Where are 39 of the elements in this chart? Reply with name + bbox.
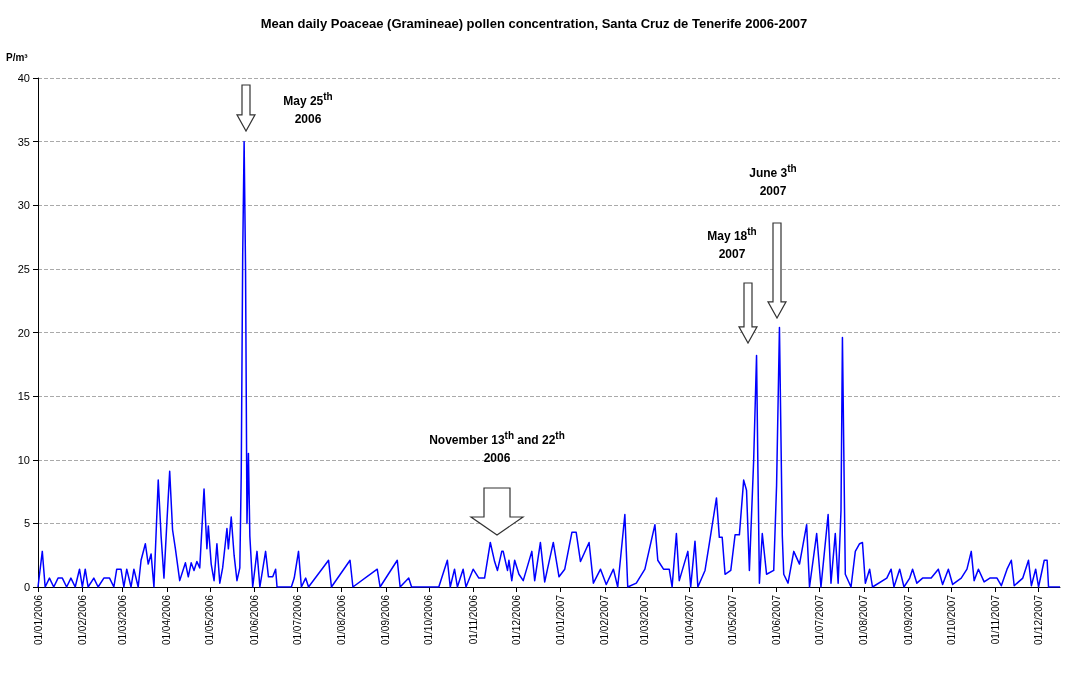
y-tick-label: 35 xyxy=(17,135,30,148)
x-tick-label: 01/03/2007 xyxy=(639,594,651,646)
y-tick-label: 5 xyxy=(23,517,30,530)
x-tick-label: 01/11/2006 xyxy=(467,594,479,645)
x-tick-label: 01/12/2006 xyxy=(510,594,522,646)
annotation: May 18$^{th}$ 2007 xyxy=(707,225,757,263)
x-tick-label: 01/10/2006 xyxy=(423,594,435,646)
x-tick-label: 01/09/2006 xyxy=(380,594,392,646)
x-tick-label: 01/06/2006 xyxy=(248,594,260,646)
annotation: May 25$^{th}$ 2006 xyxy=(283,90,333,128)
x-tick-label: 01/04/2007 xyxy=(683,594,695,646)
x-tick-label: 01/06/2007 xyxy=(771,594,783,646)
annotation: June 3$^{th}$ 2007 xyxy=(749,162,797,200)
x-tick-label: 01/03/2006 xyxy=(116,594,128,646)
x-tick-label: 01/01/2006 xyxy=(32,594,44,646)
x-tick-label: 01/02/2006 xyxy=(76,594,88,646)
x-tick-label: 01/12/2007 xyxy=(1033,594,1045,646)
x-tick-label: 01/07/2006 xyxy=(291,594,303,646)
y-tick-label: 10 xyxy=(17,453,30,466)
text: November 13$^{th}$ and 22$^{th}$ 2006 xyxy=(429,430,565,465)
x-tick-label: 01/08/2006 xyxy=(335,594,347,646)
y-tick-label: 25 xyxy=(17,262,30,275)
x-tick-label: 01/04/2006 xyxy=(161,594,173,646)
x-tick-label: 01/02/2007 xyxy=(599,594,611,646)
y-tick-label: 0 xyxy=(23,581,30,593)
y-tick-label: 15 xyxy=(17,390,30,403)
x-tick-label: 01/01/2007 xyxy=(554,594,566,646)
x-tick-label: 01/05/2007 xyxy=(726,594,738,646)
x-tick-label: 01/10/2007 xyxy=(945,594,957,646)
chart-title: Mean daily Poaceae (Gramineae) pollen concentration, Santa Cruz de Tenerife 2006-2007 xyxy=(260,16,808,31)
y-tick-label: 40 xyxy=(17,72,30,84)
x-tick-label: 01/05/2006 xyxy=(204,594,216,646)
x-tick-label: 01/07/2007 xyxy=(814,594,826,646)
y-axis-title: P/m³ xyxy=(6,51,29,63)
y-tick-label: 30 xyxy=(17,199,30,212)
y-tick-label: 20 xyxy=(17,326,30,339)
x-tick-label: 01/08/2007 xyxy=(858,594,870,646)
x-tick-label: 01/09/2007 xyxy=(902,594,914,646)
x-tick-label: 01/11/2007 xyxy=(990,594,1002,645)
